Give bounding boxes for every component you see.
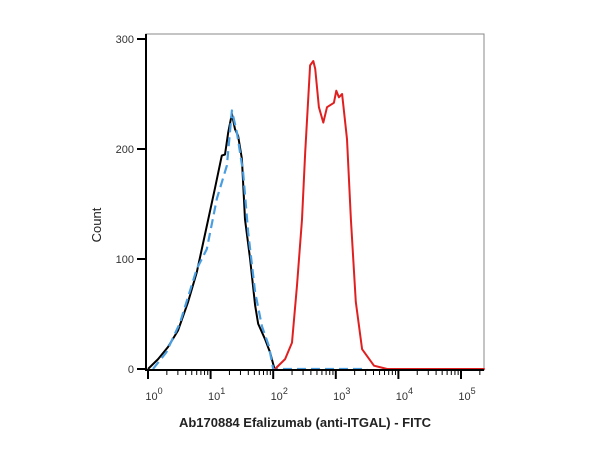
- plot-frame: [145, 33, 485, 371]
- series-line-3: [274, 60, 485, 370]
- y-tick-label: 300: [116, 34, 134, 46]
- y-tick-label: 0: [128, 364, 134, 376]
- x-axis-title: Ab170884 Efalizumab (anti-ITGAL) - FITC: [179, 415, 432, 430]
- x-tick-label: 100: [145, 386, 162, 403]
- series-layer: [147, 60, 485, 371]
- axes: 100 101 102 103 104 105 0 100 200 300: [116, 34, 484, 403]
- x-tick-label: 102: [271, 386, 288, 403]
- x-tick-label: 105: [458, 386, 475, 403]
- y-tick-label: 200: [116, 144, 134, 156]
- x-tick-label: 103: [333, 386, 350, 403]
- y-axis-title: Count: [89, 207, 104, 242]
- x-tick-label: 101: [208, 386, 225, 403]
- x-tick-label: 104: [396, 386, 413, 403]
- series-line-1: [147, 112, 276, 370]
- series-line-2: [152, 109, 368, 371]
- y-tick-label: 100: [116, 254, 134, 266]
